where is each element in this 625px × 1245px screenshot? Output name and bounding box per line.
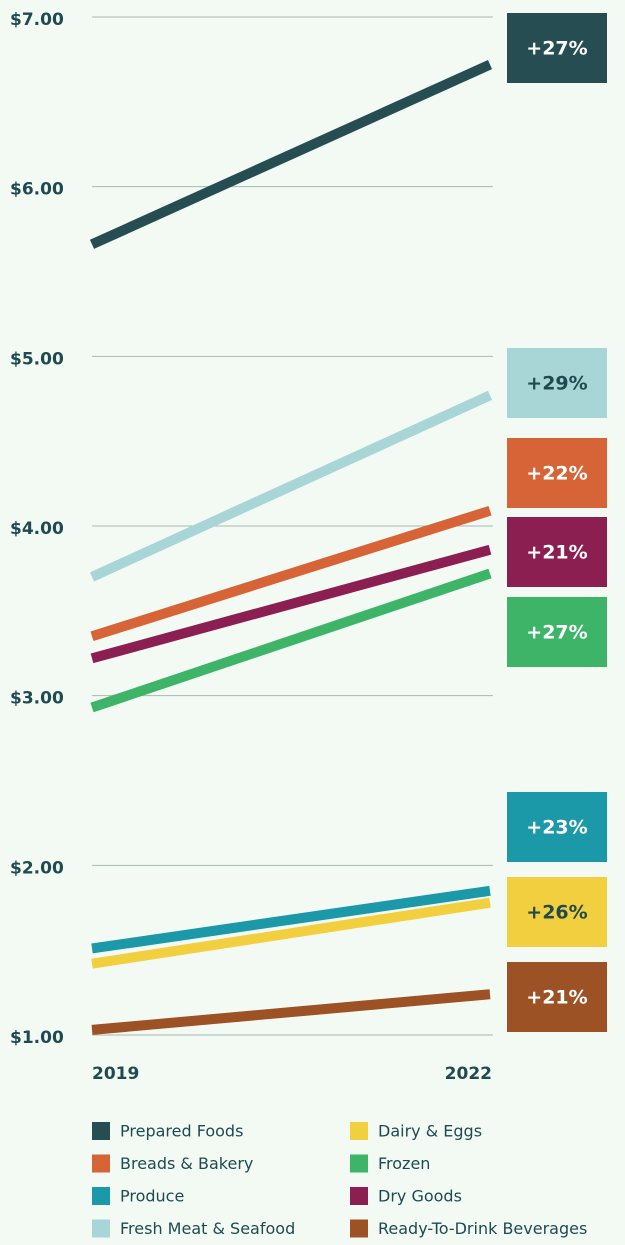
legend-label: Breads & Bakery [120,1154,253,1173]
legend-label: Frozen [378,1154,430,1173]
change-label: +21% [526,542,587,564]
change-label: +27% [526,622,587,644]
y-tick-label: $7.00 [10,10,64,30]
y-tick-label: $2.00 [10,858,64,878]
y-tick-label: $6.00 [10,180,64,200]
legend-label: Ready-To-Drink Beverages [378,1219,587,1238]
change-box [507,13,607,83]
change-box [507,438,607,508]
change-label: +22% [526,463,587,485]
legend-swatch [92,1219,110,1238]
line [90,568,492,713]
line [91,989,491,1035]
change-box [507,962,607,1032]
legend-label: Prepared Foods [120,1122,243,1141]
line [89,390,493,582]
change-label: +27% [526,38,587,60]
line [90,505,492,642]
x-tick-label: 2019 [92,1064,139,1084]
change-label: +23% [526,817,587,839]
x-tick-label: 2022 [445,1064,492,1084]
legend-swatch [350,1154,368,1173]
legend-swatch [350,1187,368,1205]
change-label: +21% [526,987,587,1009]
legend-swatch [92,1187,110,1205]
legend-swatch [350,1219,368,1238]
legend-swatch [92,1154,110,1173]
legend-label: Produce [120,1187,184,1206]
change-label: +26% [526,902,587,924]
y-tick-label: $5.00 [10,349,64,369]
legend-label: Dairy & Eggs [378,1122,482,1141]
line [91,897,491,969]
change-box [507,517,607,587]
change-box [507,877,607,947]
legend-swatch [92,1122,110,1140]
change-box [507,348,607,418]
line [90,544,492,664]
line [91,885,491,954]
legend-label: Dry Goods [378,1187,462,1206]
line [89,59,493,249]
y-tick-label: $3.00 [10,689,64,709]
legend-swatch [350,1122,368,1140]
legend-label: Fresh Meat & Seafood [120,1219,295,1238]
y-tick-label: $1.00 [10,1028,64,1048]
change-label: +29% [526,373,587,395]
change-box [507,792,607,862]
change-box [507,597,607,667]
y-tick-label: $4.00 [10,519,64,539]
